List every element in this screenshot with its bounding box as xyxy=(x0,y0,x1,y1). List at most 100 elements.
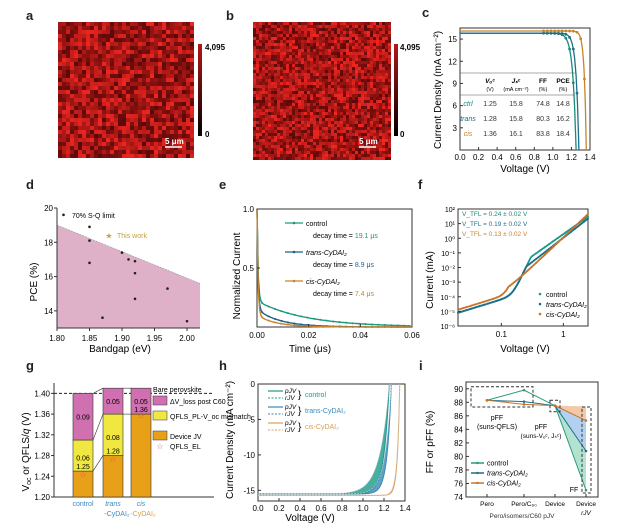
heatmap-pixel xyxy=(313,121,316,124)
heatmap-pixel xyxy=(355,133,358,136)
heatmap-pixel xyxy=(190,74,194,78)
heatmap-pixel xyxy=(367,34,370,37)
heatmap-pixel xyxy=(301,145,304,148)
heatmap-pixel xyxy=(98,98,102,102)
heatmap-pixel xyxy=(58,22,62,26)
heatmap-pixel xyxy=(253,31,256,34)
heatmap-pixel xyxy=(298,64,301,67)
heatmap-pixel xyxy=(346,97,349,100)
heatmap-pixel xyxy=(376,127,379,130)
heatmap-pixel xyxy=(367,151,370,154)
heatmap-pixel xyxy=(304,34,307,37)
c-marker-cis xyxy=(557,29,560,33)
heatmap-pixel xyxy=(313,151,316,154)
heatmap-pixel xyxy=(110,82,114,86)
heatmap-pixel xyxy=(355,121,358,124)
heatmap-pixel xyxy=(268,70,271,73)
heatmap-pixel xyxy=(280,115,283,118)
heatmap-pixel xyxy=(295,43,298,46)
heatmap-pixel xyxy=(277,31,280,34)
heatmap-pixel xyxy=(325,157,328,160)
heatmap-pixel xyxy=(334,61,337,64)
heatmap-pixel xyxy=(138,98,142,102)
heatmap-pixel xyxy=(289,25,292,28)
heatmap-pixel xyxy=(358,130,361,133)
heatmap-pixel xyxy=(178,58,182,62)
heatmap-pixel xyxy=(289,31,292,34)
heatmap-pixel xyxy=(382,79,385,82)
heatmap-pixel xyxy=(355,55,358,58)
heatmap-pixel xyxy=(62,130,66,134)
heatmap-pixel xyxy=(286,67,289,70)
heatmap-pixel xyxy=(283,76,286,79)
heatmap-pixel xyxy=(253,100,256,103)
heatmap-pixel xyxy=(295,145,298,148)
heatmap-pixel xyxy=(313,139,316,142)
g-connector xyxy=(92,455,104,472)
heatmap-pixel xyxy=(289,70,292,73)
heatmap-pixel xyxy=(286,148,289,151)
heatmap-pixel xyxy=(322,136,325,139)
heatmap-pixel xyxy=(301,46,304,49)
heatmap-pixel xyxy=(134,46,138,50)
heatmap-pixel xyxy=(70,142,74,146)
heatmap-pixel xyxy=(364,52,367,55)
heatmap-pixel xyxy=(322,22,325,25)
heatmap-pixel xyxy=(90,102,94,106)
heatmap-pixel xyxy=(379,112,382,115)
heatmap-pixel xyxy=(58,34,62,38)
heatmap-pixel xyxy=(98,42,102,46)
heatmap-pixel xyxy=(70,62,74,66)
heatmap-pixel xyxy=(283,28,286,31)
heatmap-pixel xyxy=(86,102,90,106)
heatmap-pixel xyxy=(94,146,98,150)
d-sq-region xyxy=(57,225,200,328)
heatmap-pixel xyxy=(130,122,134,126)
heatmap-pixel xyxy=(280,136,283,139)
heatmap-pixel xyxy=(313,136,316,139)
heatmap-pixel xyxy=(122,106,126,110)
heatmap-pixel xyxy=(277,28,280,31)
heatmap-pixel xyxy=(388,124,391,127)
heatmap-pixel xyxy=(190,94,194,98)
heatmap-pixel xyxy=(328,61,331,64)
heatmap-pixel xyxy=(256,67,259,70)
heatmap-pixel xyxy=(283,43,286,46)
heatmap-pixel xyxy=(256,148,259,151)
heatmap-pixel xyxy=(376,70,379,73)
heatmap-pixel xyxy=(364,76,367,79)
heatmap-pixel xyxy=(268,139,271,142)
heatmap-pixel xyxy=(259,61,262,64)
heatmap-pixel xyxy=(304,136,307,139)
heatmap-pixel xyxy=(66,34,70,38)
heatmap-pixel xyxy=(334,133,337,136)
heatmap-pixel xyxy=(310,85,313,88)
heatmap-pixel xyxy=(340,130,343,133)
heatmap-pixel xyxy=(58,106,62,110)
heatmap-pixel xyxy=(62,150,66,154)
heatmap-pixel xyxy=(319,55,322,58)
heatmap-pixel xyxy=(352,28,355,31)
heatmap-pixel xyxy=(94,134,98,138)
heatmap-pixel xyxy=(319,136,322,139)
heatmap-pixel xyxy=(316,34,319,37)
heatmap-pixel xyxy=(340,37,343,40)
heatmap-pixel xyxy=(346,91,349,94)
heatmap-a xyxy=(58,22,194,158)
heatmap-pixel xyxy=(158,114,162,118)
c-marker-trans xyxy=(545,31,549,35)
heatmap-pixel xyxy=(146,78,150,82)
heatmap-pixel xyxy=(114,90,118,94)
heatmap-pixel xyxy=(256,82,259,85)
heatmap-pixel xyxy=(289,136,292,139)
heatmap-pixel xyxy=(94,50,98,54)
heatmap-pixel xyxy=(78,130,82,134)
heatmap-pixel xyxy=(158,118,162,122)
heatmap-pixel xyxy=(280,157,283,160)
heatmap-pixel xyxy=(130,26,134,30)
heatmap-pixel xyxy=(292,64,295,67)
heatmap-pixel xyxy=(325,61,328,64)
heatmap-pixel xyxy=(370,139,373,142)
heatmap-pixel xyxy=(138,58,142,62)
